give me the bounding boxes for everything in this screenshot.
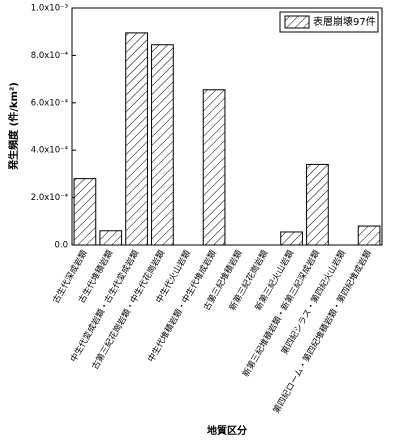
y-tick-label: 2.0x10⁻⁴ <box>31 193 69 203</box>
bar <box>73 178 97 246</box>
bar <box>202 89 226 246</box>
legend-swatch <box>284 15 310 29</box>
bar <box>125 32 148 246</box>
bar <box>280 231 303 246</box>
y-tick-label: 0.0 <box>54 241 68 251</box>
y-tick-label: 4.0x10⁻⁴ <box>31 146 69 156</box>
plot-frame <box>71 7 383 246</box>
legend-label: 表層崩壊97件 <box>313 15 376 28</box>
x-axis-label: 地質区分 <box>207 424 247 437</box>
y-tick-label: 8.0x10⁻⁴ <box>31 51 69 61</box>
bar <box>357 225 381 246</box>
y-axis-label: 発生頻度 (件/km²) <box>7 82 20 171</box>
bar <box>151 44 174 246</box>
y-tick-label: 1.0x10⁻³ <box>31 4 68 14</box>
bar <box>306 163 329 246</box>
y-tick-label: 6.0x10⁻⁴ <box>31 98 69 108</box>
x-tick-label: 第四紀ローム・第四紀堆積岩類・第四紀堆成岩類 <box>271 248 374 416</box>
bar <box>99 230 123 246</box>
